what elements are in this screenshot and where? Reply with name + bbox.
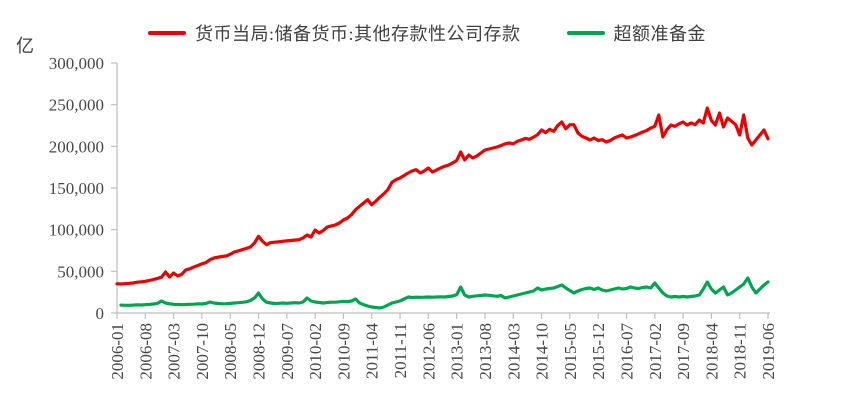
svg-text:200,000: 200,000: [49, 137, 104, 156]
legend-label-odc-deposits: 货币当局:储备货币:其他存款性公司存款: [194, 24, 521, 44]
svg-text:300,000: 300,000: [49, 54, 104, 73]
svg-text:2008-05: 2008-05: [221, 323, 240, 380]
legend-label-excess-reserves: 超额准备金: [613, 24, 706, 44]
green-line-swatch: [566, 31, 605, 35]
svg-text:2013-08: 2013-08: [476, 323, 495, 380]
svg-text:2010-09: 2010-09: [334, 323, 353, 380]
svg-text:2019-06: 2019-06: [759, 323, 778, 380]
svg-text:2012-06: 2012-06: [419, 323, 438, 380]
svg-text:2014-10: 2014-10: [533, 323, 552, 380]
svg-text:2018-04: 2018-04: [702, 323, 721, 380]
svg-text:2011-11: 2011-11: [391, 323, 410, 378]
svg-text:2013-01: 2013-01: [448, 323, 467, 380]
svg-text:2006-01: 2006-01: [108, 323, 127, 380]
svg-text:2008-12: 2008-12: [250, 323, 269, 380]
svg-text:2006-08: 2006-08: [136, 323, 155, 380]
svg-text:2015-05: 2015-05: [561, 323, 580, 380]
legend-item-excess-reserves: 超额准备金: [566, 20, 707, 46]
svg-text:2017-02: 2017-02: [646, 323, 665, 380]
svg-text:2015-12: 2015-12: [589, 323, 608, 380]
svg-text:0: 0: [96, 304, 105, 323]
svg-text:2016-07: 2016-07: [617, 323, 636, 380]
svg-text:2018-11: 2018-11: [731, 323, 750, 379]
svg-text:2014-03: 2014-03: [504, 323, 523, 380]
chart-legend: 货币当局:储备货币:其他存款性公司存款 超额准备金: [0, 20, 854, 46]
red-line-swatch: [147, 31, 186, 35]
svg-text:2007-03: 2007-03: [165, 323, 184, 380]
svg-text:2009-07: 2009-07: [278, 323, 297, 380]
svg-text:2017-09: 2017-09: [674, 323, 693, 380]
svg-text:2010-02: 2010-02: [306, 323, 325, 380]
svg-text:2011-04: 2011-04: [363, 323, 382, 380]
y-axis-unit-label: 亿: [16, 36, 34, 56]
svg-text:250,000: 250,000: [49, 96, 104, 115]
svg-text:50,000: 50,000: [57, 262, 104, 281]
legend-item-odc-deposits: 货币当局:储备货币:其他存款性公司存款: [147, 20, 521, 46]
svg-text:2007-10: 2007-10: [193, 323, 212, 380]
svg-text:100,000: 100,000: [49, 221, 104, 240]
svg-text:150,000: 150,000: [49, 179, 104, 198]
